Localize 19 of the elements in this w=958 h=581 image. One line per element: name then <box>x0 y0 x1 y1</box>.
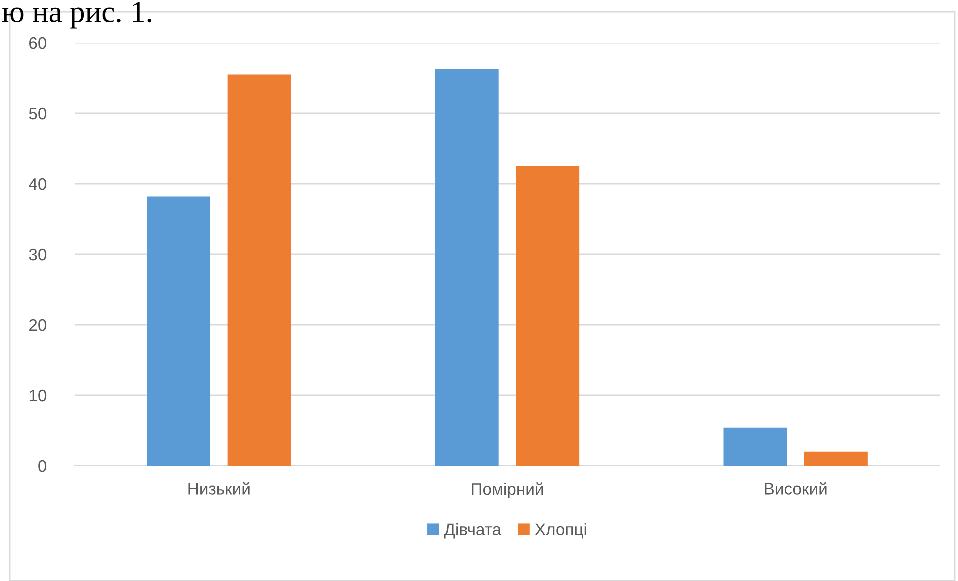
y-tick-label: 30 <box>29 248 47 261</box>
x-tick-label: Низький <box>188 482 250 495</box>
y-tick-label: 20 <box>30 319 47 332</box>
x-tick-label: Високий <box>765 482 827 495</box>
text: ю на рис. 1. <box>2 2 152 29</box>
y-tick-label: 0 <box>38 460 47 472</box>
bar <box>435 69 499 466</box>
y-tick-label: 60 <box>30 37 47 50</box>
y-tick-label: 50 <box>29 108 47 120</box>
bar <box>516 166 580 466</box>
x-tick-label: Помірний <box>472 482 544 498</box>
legend-label: Дівчата <box>444 523 502 539</box>
bar <box>228 74 292 466</box>
y-tick-label: 10 <box>30 390 47 402</box>
bar <box>724 428 788 466</box>
legend-label: Хлопці <box>535 523 586 539</box>
bar <box>804 452 868 466</box>
y-tick-label: 40 <box>29 178 47 190</box>
bar <box>147 196 211 466</box>
